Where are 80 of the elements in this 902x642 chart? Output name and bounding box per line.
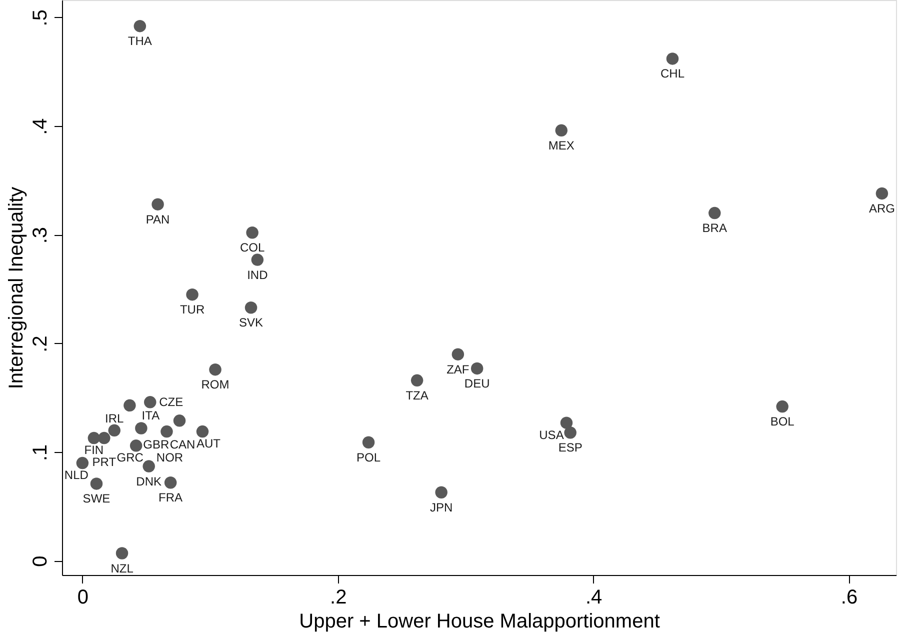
point — [98, 432, 110, 444]
annotation: USA — [539, 428, 564, 442]
point — [244, 301, 258, 314]
annotation: SVK — [239, 316, 264, 330]
point — [410, 374, 424, 387]
annotation: CZE — [159, 395, 184, 410]
point — [560, 416, 573, 429]
point — [108, 424, 120, 437]
annotation: THA — [128, 34, 152, 48]
point — [164, 476, 177, 489]
annotation: PAN — [146, 212, 170, 226]
point — [251, 254, 264, 266]
annotation: MEX — [548, 138, 574, 152]
point — [452, 348, 464, 360]
y-axis-title: Interregional Inequality — [6, 186, 28, 390]
point — [776, 400, 788, 413]
annotation: NOR — [156, 450, 184, 465]
annotation: TUR — [180, 302, 205, 317]
point — [666, 52, 679, 65]
y-tick-label: .2 — [30, 336, 52, 352]
point — [130, 440, 142, 452]
point — [362, 436, 375, 449]
point — [246, 226, 258, 239]
x-tick-label: .4 — [585, 586, 602, 608]
point — [88, 432, 100, 444]
annotation: IND — [247, 268, 268, 282]
point — [470, 362, 484, 375]
annotation: FRA — [158, 490, 183, 505]
point — [209, 363, 222, 376]
annotation: ITA — [142, 408, 160, 422]
annotation: PRT — [92, 455, 117, 470]
point — [152, 198, 164, 210]
annotation: COL — [240, 240, 265, 255]
annotation: FIN — [84, 443, 104, 458]
annotation: IRL — [105, 411, 124, 426]
point — [876, 187, 888, 200]
annotation: ROM — [201, 378, 230, 392]
y-tick-label: .3 — [30, 226, 52, 244]
point — [564, 426, 576, 439]
annotation: SWE — [82, 492, 110, 506]
point — [555, 124, 568, 137]
point — [196, 425, 209, 438]
annotation: GRC — [116, 450, 144, 465]
annotation: TZA — [406, 388, 428, 402]
annotation: POL — [356, 450, 381, 464]
x-tick-label: 0 — [77, 586, 88, 608]
point — [160, 425, 173, 438]
annotation: NZL — [110, 561, 134, 576]
y-tick-label: .5 — [30, 10, 52, 26]
y-tick-label: .4 — [30, 118, 52, 135]
point — [435, 486, 448, 499]
annotation: ARG — [868, 201, 895, 216]
point — [124, 399, 136, 412]
point — [708, 206, 721, 220]
x-axis-title: Upper + Lower House Malapportionment — [299, 610, 660, 632]
point — [186, 288, 198, 301]
point — [144, 396, 156, 408]
annotation: AUT — [196, 436, 222, 451]
point — [135, 422, 148, 434]
y-tick-label: .1 — [30, 444, 52, 462]
annotation: ESP — [558, 440, 582, 455]
point — [90, 478, 103, 490]
annotation: NLD — [64, 468, 89, 482]
point — [134, 20, 146, 32]
x-tick-label: .2 — [330, 586, 347, 608]
annotation: CAN — [170, 438, 196, 452]
annotation: BOL — [770, 414, 795, 429]
annotation: CHL — [660, 66, 685, 81]
x-tick-label: .6 — [840, 586, 858, 608]
annotation: ZAF — [446, 362, 470, 376]
annotation: BRA — [702, 221, 727, 236]
point — [76, 456, 89, 470]
point — [142, 460, 155, 472]
y-tick-label: 0 — [30, 556, 52, 567]
annotation: GBR — [143, 437, 170, 452]
point — [116, 547, 128, 560]
point — [173, 414, 186, 427]
annotation: JPN — [430, 500, 453, 514]
annotation: DNK — [136, 474, 162, 488]
annotation: DEU — [464, 376, 490, 390]
